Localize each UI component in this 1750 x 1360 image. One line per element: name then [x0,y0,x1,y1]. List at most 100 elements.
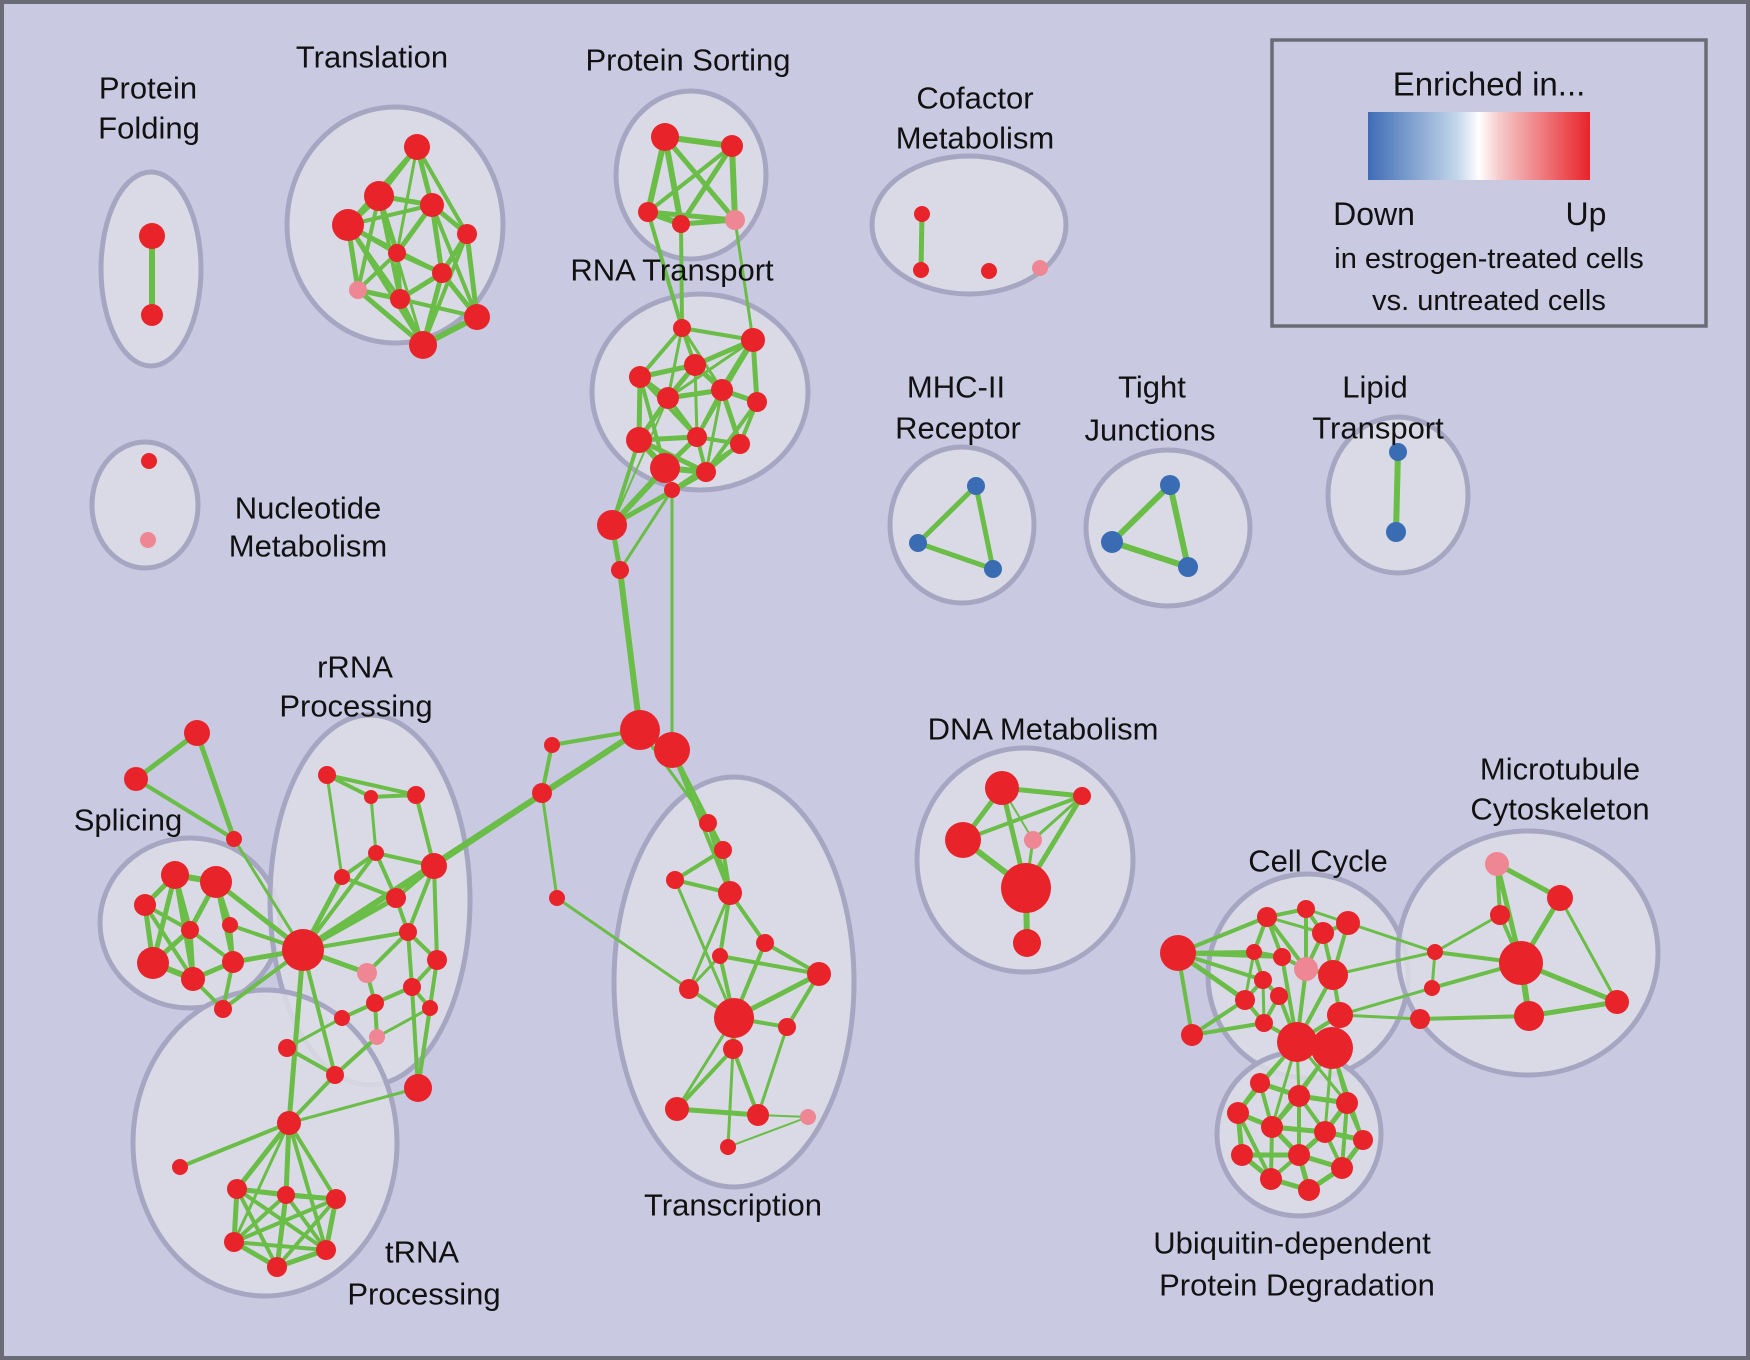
edge [1338,986,1434,1017]
cluster-label-nucleotide-metabolism: Nucleotide [235,491,381,526]
node [714,998,754,1038]
edge [232,837,305,952]
node [1514,1001,1544,1031]
node [1160,935,1196,971]
cluster-label-protein-folding: Folding [98,111,200,146]
node [714,841,732,859]
node [657,387,679,409]
node [332,209,364,241]
edge [234,1120,292,1192]
node [638,202,658,222]
node [200,866,232,898]
node [1254,971,1272,989]
edge [675,1047,735,1111]
cluster-label-lipid-transport: Transport [1312,411,1444,446]
edge [1393,449,1401,535]
node [1499,941,1543,985]
edge [178,1121,291,1169]
cluster-label-cell-cycle: Cell Cycle [1248,844,1388,879]
node [1605,990,1629,1014]
node [1336,911,1360,935]
edge [646,210,684,330]
cluster-label-protein-folding: Protein [99,71,197,106]
node [388,244,406,262]
node [723,1039,743,1059]
node [316,1240,336,1260]
edge [1167,482,1191,570]
edge [134,777,236,841]
node [747,392,767,412]
node [139,223,165,249]
edge [673,848,725,882]
node [684,354,706,376]
node [1336,1092,1358,1114]
node [1250,1073,1270,1093]
node [1547,885,1573,911]
node [981,263,997,279]
edge [1558,896,1619,1004]
node [909,534,927,552]
cluster-label-cofactor-metabolism: Metabolism [896,121,1055,156]
node [407,786,425,804]
edge [718,954,821,976]
edge [398,297,479,319]
node [1160,475,1180,495]
node [1181,1024,1203,1046]
node [711,379,733,401]
node [1298,1179,1320,1201]
node [778,1018,796,1036]
node [432,263,452,283]
edge [540,791,559,900]
node [1327,1002,1353,1028]
cluster-label-cofactor-metabolism: Cofactor [916,81,1033,116]
node [718,881,742,905]
edge [678,143,735,227]
node [666,871,684,889]
node [1353,1130,1373,1150]
edge [662,134,684,227]
legend-gradient-bar [1368,112,1590,180]
edge [1031,794,1084,842]
node [967,477,985,495]
edge [618,488,674,572]
node [664,482,680,498]
node [1073,787,1091,805]
node [985,771,1019,805]
edge [432,791,544,868]
edge [406,930,414,989]
node [1024,831,1042,849]
cluster-label-transcription: Transcription [644,1188,822,1223]
node [464,304,490,330]
node [1314,1121,1336,1143]
node [140,532,156,548]
node [1312,922,1334,944]
node [1246,944,1262,960]
edge [687,891,732,991]
edge [287,1121,328,1252]
cluster-label-tight-junctions: Tight [1118,370,1186,405]
edge [415,145,469,236]
node [141,453,157,469]
edge [1331,950,1437,977]
node [457,224,477,244]
edge [704,388,724,474]
node [277,1111,301,1135]
node [1255,1014,1273,1032]
node [267,1257,287,1277]
node [141,304,163,326]
node [1424,980,1440,996]
node [756,934,774,952]
node [984,560,1002,578]
node [181,967,205,991]
node [422,1000,438,1016]
cluster-label-microtubule-cytoskeleton: Cytoskeleton [1470,792,1649,827]
node [549,890,565,906]
edge [1236,1111,1273,1181]
cluster-label-rna-transport: RNA Transport [570,253,774,288]
node [725,210,745,230]
edge [325,773,418,797]
node [532,783,552,803]
node [1231,1144,1253,1166]
node [386,888,406,908]
node [673,319,691,337]
